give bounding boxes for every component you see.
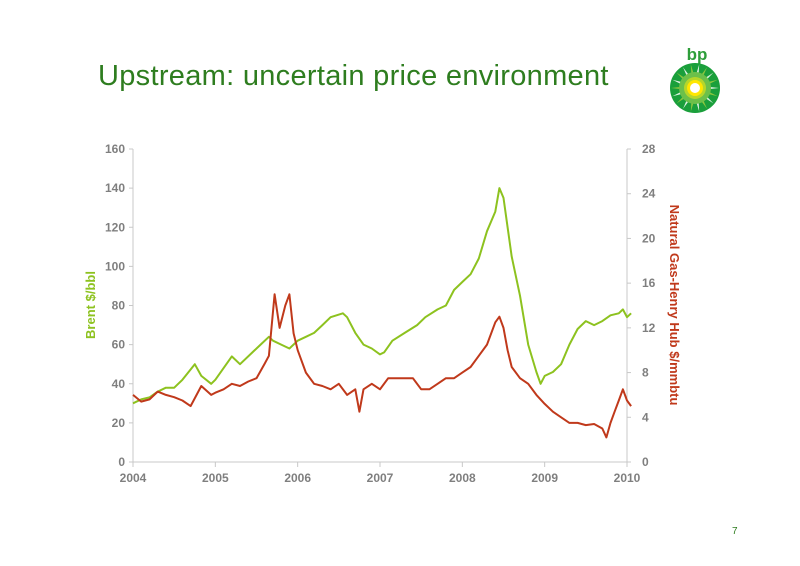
- y-tick-label: 140: [105, 181, 125, 195]
- x-tick-label: 2004: [120, 471, 147, 485]
- y-axis-label-right: Natural Gas-Henry Hub $/mmbtu: [667, 205, 682, 406]
- bp-logo: bp: [670, 45, 720, 113]
- y-axis-label-left: Brent $/bbl: [83, 271, 98, 339]
- y-tick-label: 0: [118, 455, 125, 469]
- chart-series: [132, 187, 632, 439]
- x-tick-label: 2007: [367, 471, 394, 485]
- y-tick-label: 20: [112, 416, 126, 430]
- y-tick-label: 100: [105, 259, 125, 273]
- y2-tick-label: 20: [642, 231, 656, 245]
- chart-ticks: 0 20 40 60 80 100 120 140 160 0 4 8 12 16 20 24 28 2004 20…: [105, 142, 656, 485]
- slide-title: Upstream: uncertain price environment: [98, 60, 609, 92]
- y2-tick-label: 0: [642, 455, 649, 469]
- y2-tick-label: 28: [642, 142, 656, 156]
- x-tick-label: 2009: [531, 471, 558, 485]
- y2-tick-label: 8: [642, 366, 649, 380]
- x-tick-label: 2010: [614, 471, 641, 485]
- page-number: 7: [732, 526, 738, 537]
- y-tick-label: 80: [112, 299, 126, 313]
- bp-logo-text: bp: [687, 45, 708, 64]
- y2-tick-label: 16: [642, 276, 656, 290]
- y-tick-label: 40: [112, 377, 126, 391]
- y-tick-label: 160: [105, 142, 125, 156]
- y-tick-label: 60: [112, 338, 126, 352]
- y2-tick-label: 4: [642, 410, 649, 424]
- helios-icon: [670, 63, 720, 113]
- x-tick-label: 2005: [202, 471, 229, 485]
- x-tick-label: 2006: [284, 471, 311, 485]
- brent-series-line: [132, 187, 632, 405]
- x-tick-label: 2008: [449, 471, 476, 485]
- chart-axes: [132, 149, 628, 463]
- natural-gas-series-line: [132, 293, 632, 439]
- y2-tick-label: 12: [642, 321, 656, 335]
- y2-tick-label: 24: [642, 187, 656, 201]
- y-tick-label: 120: [105, 220, 125, 234]
